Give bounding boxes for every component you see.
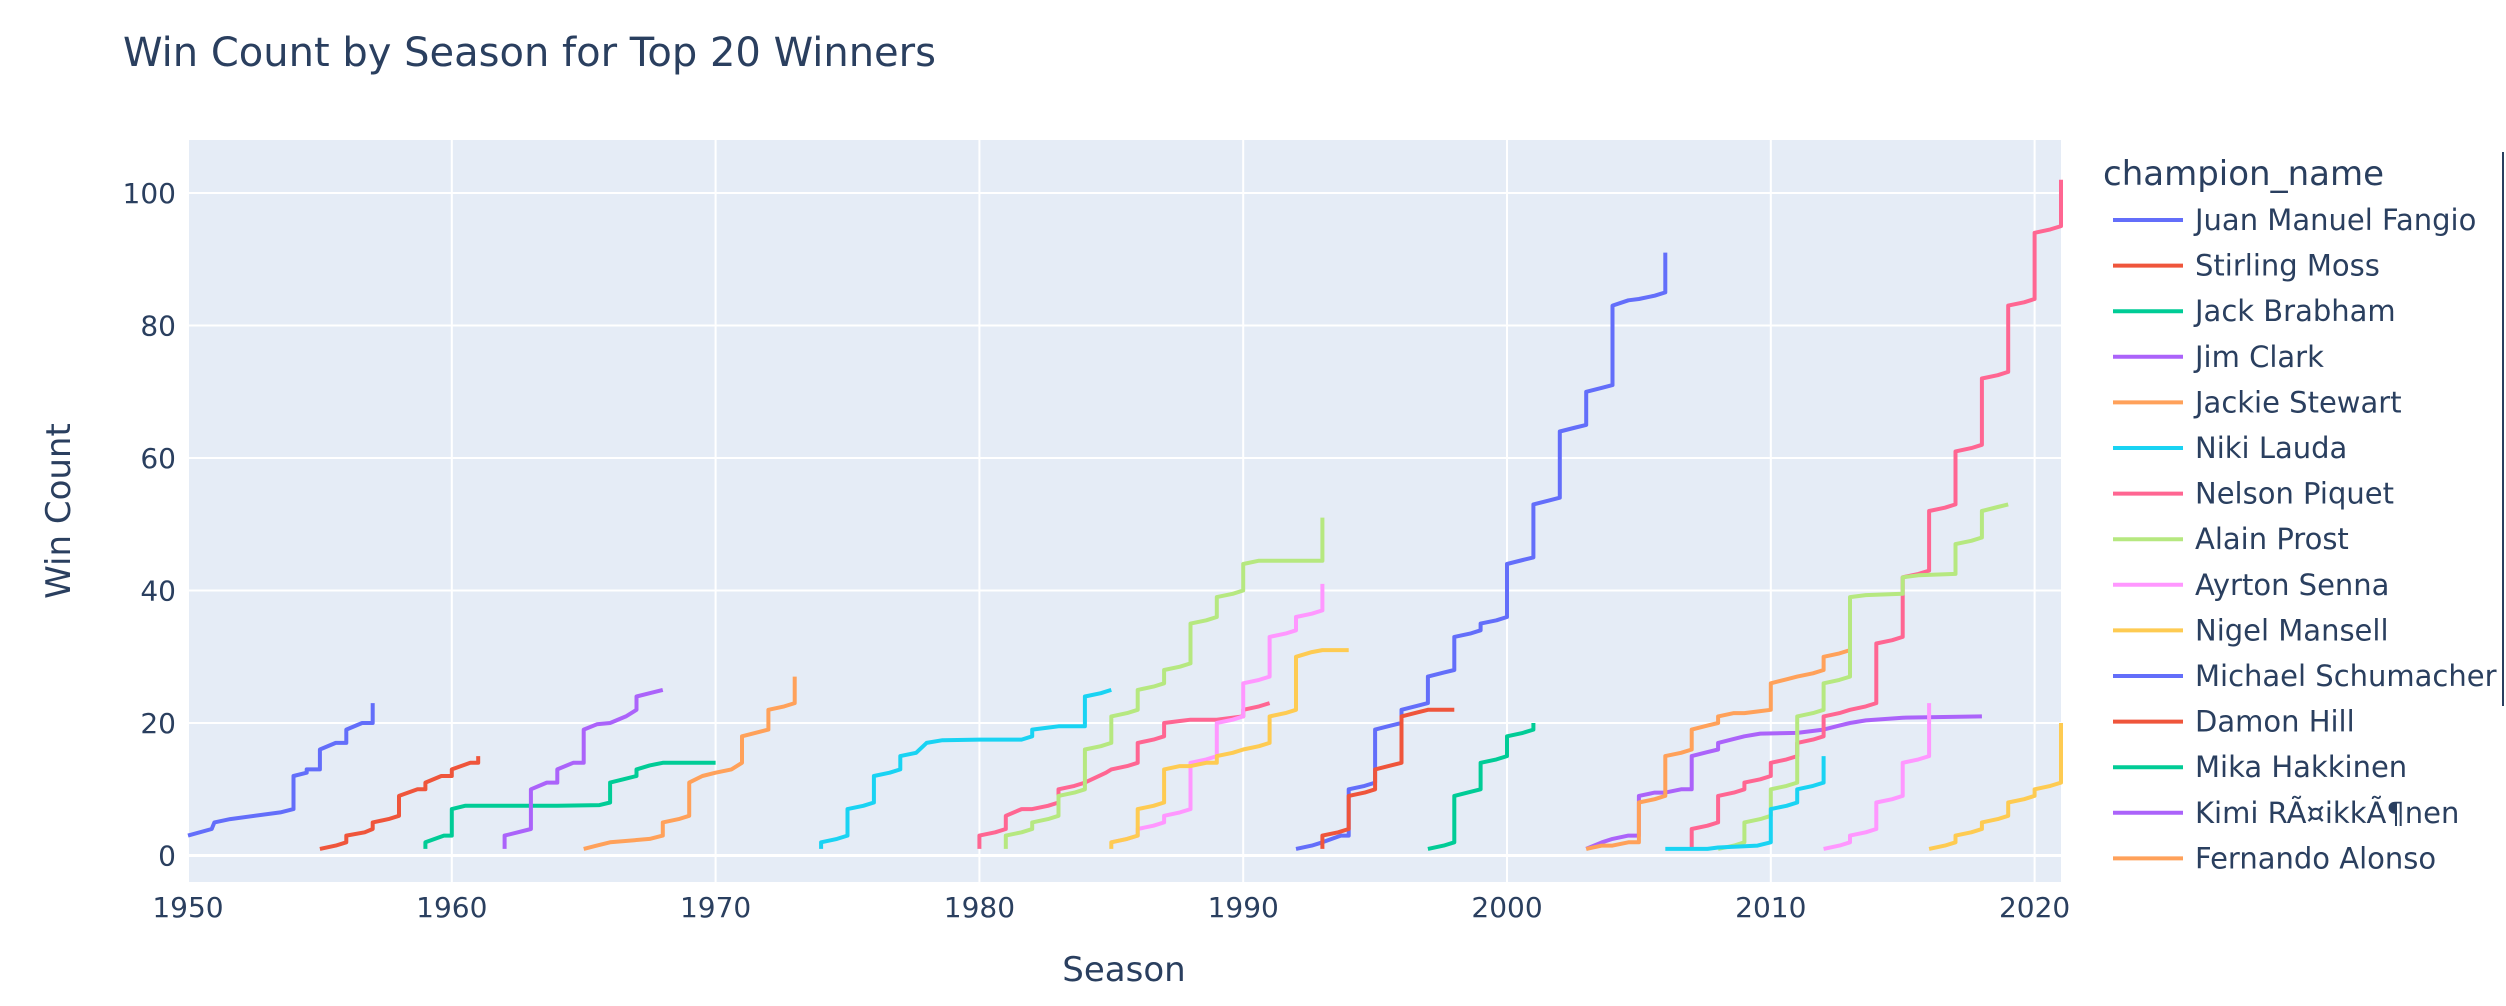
legend-label: Mika Hakkinen [2195, 750, 2407, 784]
legend-label: Michael Schumacher [2195, 659, 2497, 693]
x-tick-label: 1950 [152, 891, 223, 924]
legend-item[interactable]: Niki Lauda [2113, 431, 2347, 465]
series-line[interactable] [1823, 703, 1932, 851]
legend-label: Juan Manuel Fangio [2193, 203, 2476, 237]
series-line[interactable] [1003, 517, 1325, 849]
series-line[interactable] [1717, 502, 2009, 851]
legend-item[interactable]: Ayrton Senna [2113, 568, 2389, 602]
legend: champion_name Juan Manuel Fangio Stirling… [2103, 152, 2504, 875]
y-tick-label: 20 [140, 707, 176, 740]
series-line[interactable] [1427, 723, 1536, 851]
x-tick-label: 1960 [416, 891, 487, 924]
series-line[interactable] [1295, 252, 1668, 851]
series-line[interactable] [1110, 583, 1325, 845]
legend-item[interactable]: Mika Hakkinen [2113, 750, 2407, 784]
legend-label: Jim Clark [2193, 340, 2324, 374]
y-axis-ticks: 0 20 40 60 80 100 [123, 177, 176, 873]
legend-item[interactable]: Kimi RÃ¤ikkÃ¶nen [2113, 796, 2459, 830]
legend-item[interactable]: Fernando Alonso [2113, 841, 2436, 875]
legend-title: champion_name [2103, 154, 2384, 194]
y-tick-label: 0 [158, 840, 176, 873]
legend-label: Nelson Piquet [2195, 477, 2394, 511]
chart-title: Win Count by Season for Top 20 Winners [123, 30, 936, 76]
x-tick-label: 2010 [1735, 891, 1806, 924]
legend-item[interactable]: Michael Schumacher [2113, 659, 2497, 693]
legend-item[interactable]: Jim Clark [2113, 340, 2324, 374]
y-tick-label: 40 [140, 575, 176, 608]
legend-label: Ayrton Senna [2195, 568, 2389, 602]
series-line[interactable] [1665, 756, 1826, 851]
x-tick-label: 2020 [1999, 891, 2070, 924]
legend-item[interactable]: Nigel Mansell [2113, 613, 2389, 647]
legend-item[interactable]: Jack Brabham [2113, 294, 2396, 328]
x-tick-label: 1990 [1208, 891, 1279, 924]
series-line[interactable] [1320, 707, 1455, 849]
x-axis-title: Season [1062, 950, 1185, 990]
legend-label: Stirling Moss [2195, 249, 2380, 283]
legend-label: Alain Prost [2195, 522, 2349, 556]
y-axis-title: Win Count [39, 423, 79, 599]
series-lines [187, 179, 2063, 851]
x-tick-label: 1980 [944, 891, 1015, 924]
legend-label: Nigel Mansell [2195, 613, 2389, 647]
series-line[interactable] [423, 760, 716, 849]
series-line[interactable] [187, 703, 375, 838]
legend-item[interactable]: Stirling Moss [2113, 249, 2380, 283]
y-tick-label: 60 [140, 442, 176, 475]
y-tick-label: 80 [140, 310, 176, 343]
series-line[interactable] [502, 687, 664, 849]
x-tick-label: 2000 [1471, 891, 1542, 924]
legend-label: Fernando Alonso [2195, 841, 2436, 875]
series-line[interactable] [1689, 179, 2063, 849]
y-tick-label: 100 [123, 177, 176, 210]
legend-item[interactable]: Juan Manuel Fangio [2113, 203, 2476, 237]
legend-item[interactable]: Alain Prost [2113, 522, 2349, 556]
x-tick-label: 1970 [680, 891, 751, 924]
legend-label: Jack Brabham [2193, 294, 2396, 328]
series-line[interactable] [319, 756, 481, 851]
series-line[interactable] [1585, 643, 1852, 851]
legend-item[interactable]: Jackie Stewart [2113, 385, 2402, 419]
plot-area [188, 140, 2061, 882]
series-line[interactable] [977, 701, 1271, 849]
x-axis-ticks: 1950 1960 1970 1980 1990 2000 2010 2020 [152, 891, 2070, 924]
legend-label: Jackie Stewart [2193, 385, 2402, 419]
series-line[interactable] [819, 687, 1112, 849]
legend-label: Damon Hill [2195, 705, 2355, 739]
legend-item[interactable]: Nelson Piquet [2113, 477, 2394, 511]
series-line[interactable] [1928, 723, 2063, 851]
legend-item[interactable]: Damon Hill [2113, 705, 2355, 739]
series-line[interactable] [1109, 648, 1349, 849]
legend-label: Niki Lauda [2195, 431, 2347, 465]
series-line[interactable] [583, 676, 797, 851]
legend-label: Kimi RÃ¤ikkÃ¶nen [2195, 796, 2459, 830]
grid-lines [187, 140, 2061, 882]
